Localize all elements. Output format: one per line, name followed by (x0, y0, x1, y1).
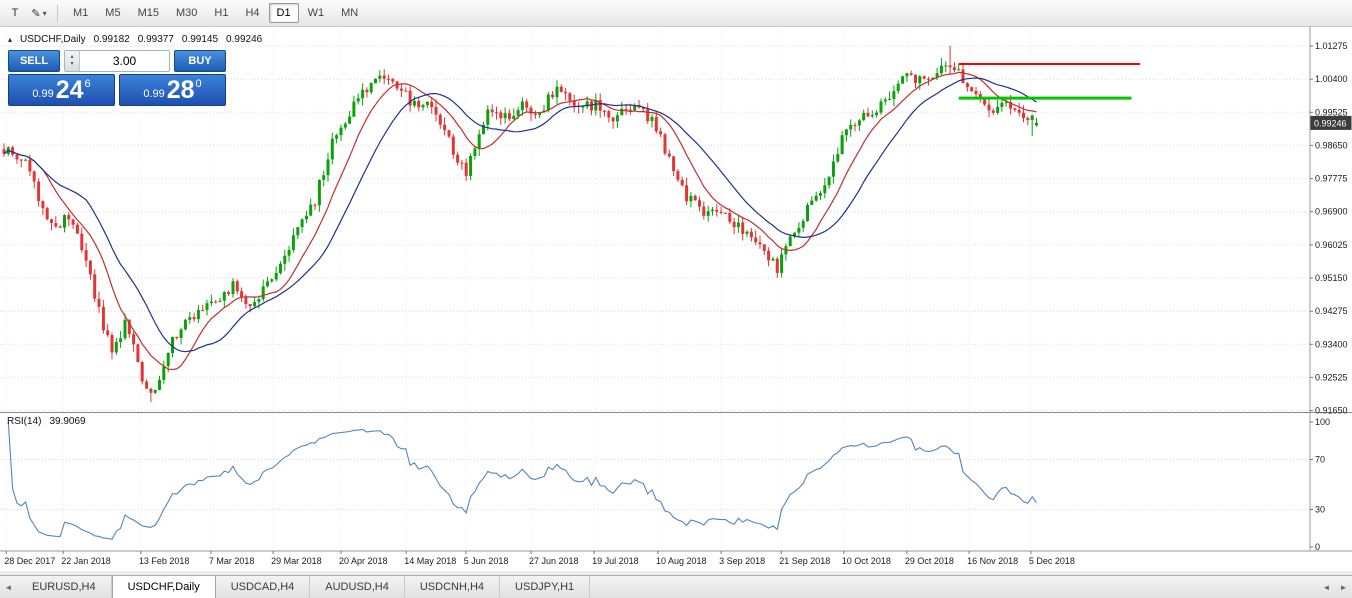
chart-symbol-label: USDCHF,Daily (20, 34, 86, 45)
chart-window[interactable]: 1.01275 1.00400 0.99525 0.98650 0.97775 0.969… (0, 27, 1352, 571)
timeframe-group: M1M5M15M30H1H4D1W1MN (65, 3, 366, 23)
drawing-tools-button[interactable]: ✎ ▾ (28, 3, 50, 24)
svg-text:28 Dec 2017: 28 Dec 2017 (4, 556, 55, 566)
one-click-trading-panel: SELL ▴ ▾ 3.00 BUY 0.99246 0.99280 (8, 50, 226, 106)
chart-canvas[interactable]: 1.01275 1.00400 0.99525 0.98650 0.97775 0.969… (0, 27, 1352, 571)
svg-text:0.94275: 0.94275 (1315, 306, 1348, 316)
tabbar-spacer (590, 576, 1318, 598)
cursor-tool-button[interactable]: T (4, 3, 26, 24)
tabs-scroll-left-button[interactable]: ◄ (0, 576, 17, 598)
buy-price-big-digits: 28 (167, 75, 195, 105)
svg-text:1.01275: 1.01275 (1315, 41, 1348, 51)
top-toolbar: T ✎ ▾ M1M5M15M30H1H4D1W1MN (0, 0, 1352, 27)
volume-field: ▴ ▾ 3.00 (64, 50, 170, 72)
rsi-line (8, 422, 1036, 539)
ohlc-open: 0.99182 (94, 34, 130, 45)
svg-text:22 Jan 2018: 22 Jan 2018 (61, 556, 111, 566)
ma-10-line[interactable] (4, 72, 1037, 369)
volume-input[interactable]: 3.00 (80, 51, 169, 71)
timeframe-m5-button[interactable]: M5 (97, 3, 128, 23)
svg-text:29 Mar 2018: 29 Mar 2018 (271, 556, 322, 566)
chevron-down-icon: ▾ (43, 9, 47, 18)
svg-text:0.95150: 0.95150 (1315, 273, 1348, 283)
horizontal-grid (0, 46, 1310, 510)
sell-price-display[interactable]: 0.99246 (8, 74, 115, 106)
timeframe-m1-button[interactable]: M1 (65, 3, 96, 23)
buy-price-pipette: 0 (196, 78, 202, 90)
svg-text:5 Jun 2018: 5 Jun 2018 (464, 556, 509, 566)
chart-tab-audusd-h4[interactable]: AUDUSD,H4 (310, 576, 405, 598)
svg-text:29 Oct 2018: 29 Oct 2018 (905, 556, 954, 566)
svg-text:0.92525: 0.92525 (1315, 372, 1348, 382)
buy-button[interactable]: BUY (174, 50, 226, 72)
rsi-name: RSI(14) (7, 416, 41, 427)
svg-text:10 Oct 2018: 10 Oct 2018 (842, 556, 891, 566)
volume-spinner[interactable]: ▴ ▾ (65, 51, 80, 71)
sell-price-big-digits: 24 (56, 75, 84, 105)
timeframe-mn-button[interactable]: MN (333, 3, 366, 23)
timeframe-w1-button[interactable]: W1 (300, 3, 333, 23)
svg-text:14 May 2018: 14 May 2018 (404, 556, 456, 566)
spinner-up-icon: ▴ (70, 54, 73, 61)
timeframe-d1-button[interactable]: D1 (269, 3, 299, 23)
rsi-value: 39.9069 (49, 416, 85, 427)
chart-tab-usdcnh-h4[interactable]: USDCNH,H4 (405, 576, 500, 598)
pencil-icon: ✎ (31, 7, 40, 20)
svg-text:0.96900: 0.96900 (1315, 207, 1348, 217)
svg-text:0.91650: 0.91650 (1315, 406, 1348, 416)
chart-tab-eurusd-h4[interactable]: EURUSD,H4 (17, 576, 112, 598)
svg-text:7 Mar 2018: 7 Mar 2018 (209, 556, 255, 566)
svg-text:30: 30 (1315, 505, 1325, 515)
svg-text:16 Nov 2018: 16 Nov 2018 (967, 556, 1018, 566)
tabs-scroll-left-end-button[interactable]: ◄ (1318, 576, 1335, 598)
ohlc-high: 0.99377 (138, 34, 174, 45)
svg-text:5 Dec 2018: 5 Dec 2018 (1029, 556, 1075, 566)
chart-title: ▴ USDCHF,Daily 0.99182 0.99377 0.99145 0… (8, 34, 262, 45)
timeframe-h4-button[interactable]: H4 (237, 3, 267, 23)
svg-text:10 Aug 2018: 10 Aug 2018 (656, 556, 707, 566)
chart-tab-usdchf-daily[interactable]: USDCHF,Daily (112, 576, 216, 598)
spinner-down-icon: ▾ (70, 61, 73, 68)
sell-button[interactable]: SELL (8, 50, 60, 72)
svg-text:0.99525: 0.99525 (1315, 107, 1348, 117)
rsi-indicator-label: RSI(14) 39.9069 (7, 416, 86, 427)
timeframe-m15-button[interactable]: M15 (130, 3, 167, 23)
tabs-scroll-right-button[interactable]: ► (1335, 576, 1352, 598)
svg-text:0: 0 (1315, 542, 1320, 552)
current-price-badge-text: 0.99246 (1314, 118, 1347, 128)
toolbar-separator (57, 5, 58, 22)
svg-text:20 Apr 2018: 20 Apr 2018 (339, 556, 388, 566)
sell-price-pipette: 6 (85, 78, 91, 90)
svg-text:0.96025: 0.96025 (1315, 240, 1348, 250)
svg-text:21 Sep 2018: 21 Sep 2018 (779, 556, 830, 566)
svg-text:27 Jun 2018: 27 Jun 2018 (529, 556, 579, 566)
sell-price-prefix: 0.99 (32, 88, 53, 100)
svg-text:0.98650: 0.98650 (1315, 140, 1348, 150)
tabs-container: EURUSD,H4USDCHF,DailyUSDCAD,H4AUDUSD,H4U… (17, 576, 590, 598)
buy-price-display[interactable]: 0.99280 (119, 74, 226, 106)
ohlc-close: 0.99246 (226, 34, 262, 45)
svg-text:100: 100 (1315, 417, 1330, 427)
panel-toggle-icon[interactable]: ▴ (8, 35, 12, 44)
ohlc-low: 0.99145 (182, 34, 218, 45)
timeframe-m30-button[interactable]: M30 (168, 3, 205, 23)
buy-price-prefix: 0.99 (143, 88, 164, 100)
svg-text:19 Jul 2018: 19 Jul 2018 (592, 556, 639, 566)
chart-tabbar: ◄ EURUSD,H4USDCHF,DailyUSDCAD,H4AUDUSD,H… (0, 575, 1352, 598)
chart-tab-usdcad-h4[interactable]: USDCAD,H4 (216, 576, 311, 598)
time-axis[interactable]: 28 Dec 2017 22 Jan 2018 13 Feb 2018 7 Mar 2… (4, 551, 1075, 566)
svg-text:0.93400: 0.93400 (1315, 339, 1348, 349)
chart-tab-usdjpy-h1[interactable]: USDJPY,H1 (500, 576, 590, 598)
svg-text:13 Feb 2018: 13 Feb 2018 (139, 556, 190, 566)
svg-text:0.97775: 0.97775 (1315, 174, 1348, 184)
svg-text:3 Sep 2018: 3 Sep 2018 (719, 556, 765, 566)
svg-text:70: 70 (1315, 455, 1325, 465)
timeframe-h1-button[interactable]: H1 (206, 3, 236, 23)
svg-text:1.00400: 1.00400 (1315, 74, 1348, 84)
